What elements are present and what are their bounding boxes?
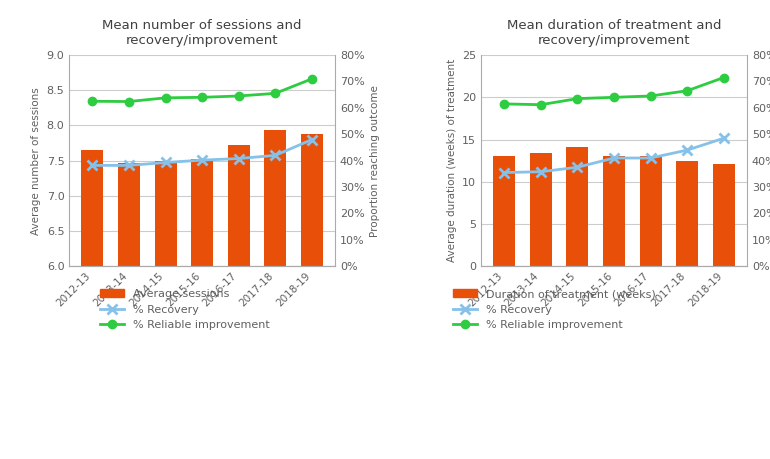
Bar bbox=[713, 164, 735, 266]
Bar bbox=[603, 156, 625, 266]
Bar bbox=[155, 161, 176, 459]
Y-axis label: Average number of sessions: Average number of sessions bbox=[31, 87, 41, 235]
Bar bbox=[82, 150, 103, 459]
Title: Mean number of sessions and
recovery/improvement: Mean number of sessions and recovery/imp… bbox=[102, 19, 302, 47]
Bar bbox=[228, 145, 249, 459]
Title: Mean duration of treatment and
recovery/improvement: Mean duration of treatment and recovery/… bbox=[507, 19, 721, 47]
Bar bbox=[494, 157, 515, 266]
Bar bbox=[567, 147, 588, 266]
Legend: Duration of treatment (weeks), % Recovery, % Reliable improvement: Duration of treatment (weeks), % Recover… bbox=[448, 285, 661, 335]
Bar bbox=[264, 130, 286, 459]
Legend: Average sessions, % Recovery, % Reliable improvement: Average sessions, % Recovery, % Reliable… bbox=[95, 285, 274, 335]
Bar bbox=[301, 134, 323, 459]
Bar bbox=[191, 159, 213, 459]
Bar bbox=[676, 161, 698, 266]
Bar bbox=[118, 163, 140, 459]
Y-axis label: Proportion reaching outcome: Proportion reaching outcome bbox=[370, 85, 380, 236]
Y-axis label: Average duration (weeks) of treatment: Average duration (weeks) of treatment bbox=[447, 59, 457, 262]
Bar bbox=[640, 157, 661, 266]
Bar bbox=[530, 153, 552, 266]
